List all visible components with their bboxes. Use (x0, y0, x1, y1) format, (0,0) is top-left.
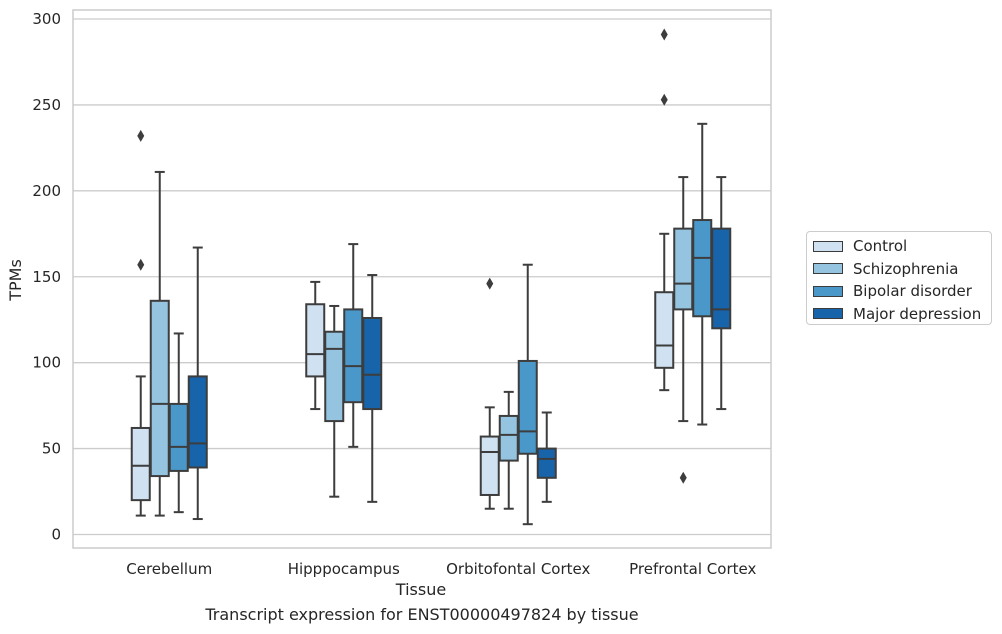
y-tick-label: 200 (32, 182, 61, 200)
box-bipolar-disorder-2 (486, 263, 538, 526)
box-marks (130, 28, 732, 526)
box-control-3 (654, 232, 675, 392)
legend-item: Bipolar disorder (813, 280, 985, 303)
x-tick-label: Hipppocampus (288, 560, 400, 578)
legend-item: Schizophrenia (813, 258, 985, 281)
box-body (711, 227, 732, 330)
outlier-point (660, 28, 668, 41)
box-body (536, 447, 557, 479)
legend-label: Control (853, 237, 908, 256)
plot-area-frame (72, 9, 772, 549)
x-axis-ticks: Cerebellum Hipppocampus Orbitofontal Corte… (126, 560, 756, 578)
box-major-depression-3 (679, 176, 732, 484)
box-schizophrenia-1 (324, 304, 345, 498)
box-body (654, 291, 675, 369)
y-tick-label: 100 (32, 354, 61, 372)
legend-swatch (813, 308, 843, 320)
box-body (343, 308, 364, 404)
y-tick-label: 50 (42, 440, 61, 458)
y-tick-label: 300 (32, 10, 61, 28)
box-major-depression-2 (536, 411, 557, 503)
box-control-0 (130, 375, 151, 517)
y-tick-label: 0 (51, 526, 61, 544)
box-bipolar-disorder-1 (343, 243, 364, 448)
box-control-1 (305, 280, 326, 411)
box-control-2 (479, 406, 500, 510)
box-body (362, 316, 383, 411)
box-body (479, 435, 500, 496)
legend-item: Major depression (813, 303, 985, 326)
legend-swatch (813, 240, 843, 252)
legend-label: Bipolar disorder (853, 282, 972, 301)
box-body (149, 299, 170, 478)
box-body (692, 219, 713, 318)
y-axis-label: TPMs (6, 259, 25, 302)
x-tick-label: Prefrontal Cortex (629, 560, 756, 578)
box-body (324, 330, 345, 423)
x-tick-label: Cerebellum (126, 560, 212, 578)
legend-label: Major depression (853, 304, 982, 323)
outlier-point (137, 129, 145, 142)
box-bipolar-disorder-3 (660, 28, 713, 426)
box-schizophrenia-0 (149, 170, 170, 517)
box-body (187, 375, 208, 469)
outlier-point (137, 258, 145, 271)
outlier-point (679, 471, 687, 484)
legend-swatch (813, 263, 843, 275)
box-schizophrenia-3 (673, 176, 694, 423)
box-major-depression-1 (362, 274, 383, 503)
y-tick-label: 150 (32, 268, 61, 286)
box-schizophrenia-2 (498, 390, 519, 510)
box-body (498, 414, 519, 462)
chart-caption: Transcript expression for ENST0000049782… (205, 605, 639, 624)
outlier-point (660, 93, 668, 106)
box-body (673, 227, 694, 311)
legend: Control Schizophrenia Bipolar disorder Majo… (806, 231, 992, 325)
box-body (517, 359, 538, 455)
box-body (168, 402, 189, 472)
x-tick-label: Orbitofontal Cortex (446, 560, 590, 578)
legend-item: Control (813, 235, 985, 258)
outlier-point (486, 277, 494, 290)
legend-swatch (813, 285, 843, 297)
box-body (305, 303, 326, 378)
x-axis-label: Tissue (395, 580, 446, 599)
box-body (130, 426, 151, 502)
box-bipolar-disorder-0 (137, 129, 189, 514)
y-axis-ticks: 0 50 100 150 200 250 300 (32, 10, 61, 544)
y-tick-label: 250 (32, 96, 61, 114)
legend-label: Schizophrenia (853, 259, 959, 278)
box-major-depression-0 (187, 246, 208, 521)
